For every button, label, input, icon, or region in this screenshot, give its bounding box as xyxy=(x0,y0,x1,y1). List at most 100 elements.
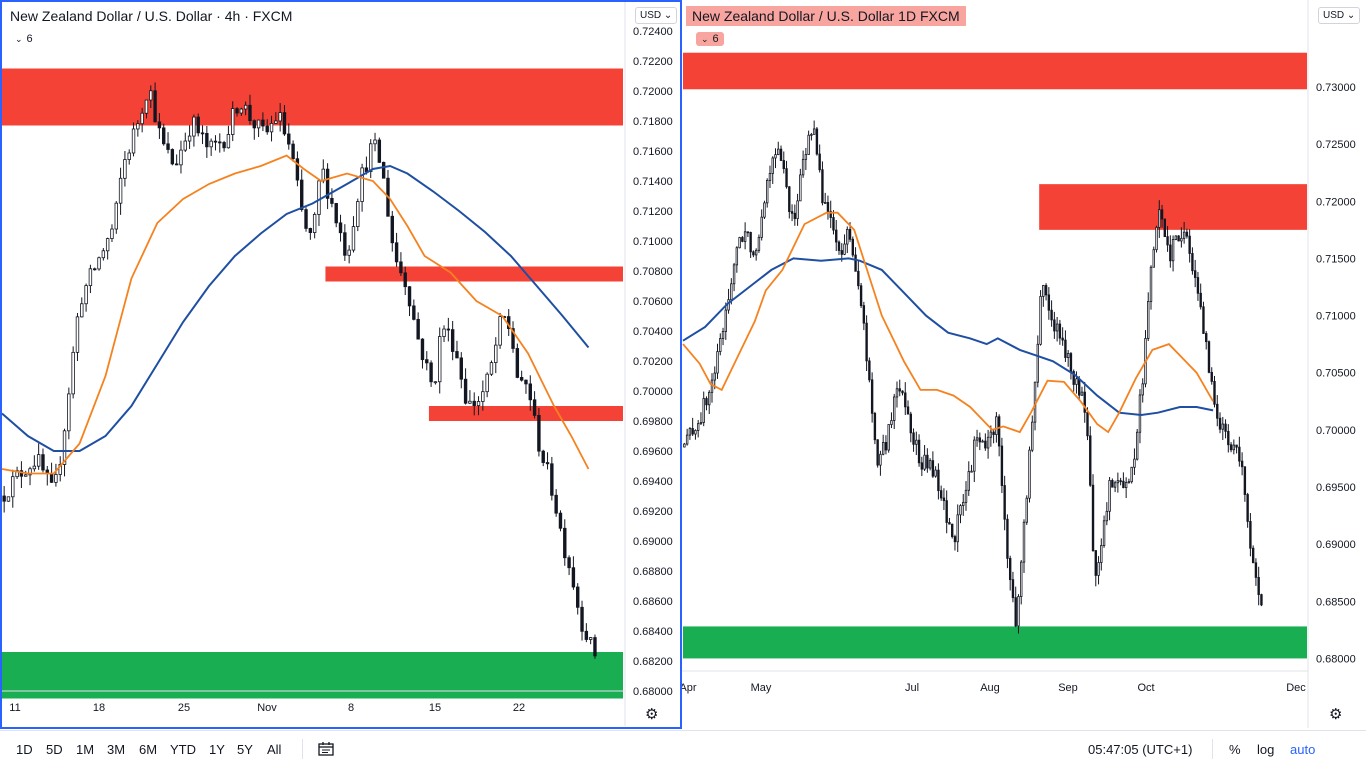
range-5y[interactable]: 5Y xyxy=(237,742,253,757)
candle-body xyxy=(1113,482,1117,488)
candle-body xyxy=(157,121,162,129)
candle-body xyxy=(1177,235,1180,242)
support-zone-2 xyxy=(683,626,1307,659)
candle-body xyxy=(942,497,946,502)
chart-pane-1d[interactable]: 0.73000 0.72500 0.72000 0.71500 0.71000 0.705… xyxy=(682,0,1366,728)
candle-body xyxy=(425,359,429,364)
indicator-count-1d: 6 xyxy=(712,33,719,45)
bottom-toolbar: 1D 5D 1M 3M 6M YTD 1Y 5Y All 05:47:05 (U… xyxy=(0,730,1366,769)
indicator-toggle-1d[interactable]: ⌄ 6 xyxy=(696,32,724,46)
chart-4h[interactable]: 0.72400 0.72200 0.72000 0.71800 0.71600 0.714… xyxy=(0,0,682,728)
candle-body xyxy=(835,229,838,243)
candle-body xyxy=(1160,209,1164,220)
candle-body xyxy=(450,329,455,352)
candle-body xyxy=(304,209,308,229)
range-all[interactable]: All xyxy=(267,742,282,757)
percent-scale-toggle[interactable]: % xyxy=(1229,742,1241,757)
symbol-title-4h[interactable]: New Zealand Dollar / U.S. Dollar · 4h · … xyxy=(10,8,293,24)
candle-body xyxy=(1102,520,1106,546)
candle-body xyxy=(975,437,979,441)
candle-body xyxy=(859,285,863,306)
candle-body xyxy=(567,557,571,569)
candle-body xyxy=(1185,231,1189,237)
candle-body xyxy=(986,436,990,449)
candle-body xyxy=(58,464,62,475)
currency-select-4h[interactable]: USD ⌄ xyxy=(635,7,678,24)
clock-time[interactable]: 05:47:05 (UTC+1) xyxy=(1088,742,1193,757)
currency-label-4h: USD xyxy=(640,10,662,21)
range-5d[interactable]: 5D xyxy=(46,742,63,757)
plot-area xyxy=(682,52,1307,659)
candle-body xyxy=(1238,446,1241,462)
date-range-icon[interactable] xyxy=(318,741,334,757)
candle-body xyxy=(688,428,692,436)
candle-body xyxy=(848,229,852,240)
range-ytd[interactable]: YTD xyxy=(170,742,196,757)
candle-body xyxy=(67,393,71,432)
candle-body xyxy=(243,104,248,110)
candle-body xyxy=(377,139,382,163)
range-1y[interactable]: 1Y xyxy=(209,742,225,757)
time-tick-label: Sep xyxy=(1058,682,1078,694)
candle-body xyxy=(442,328,446,337)
candle-body xyxy=(777,148,780,155)
auto-scale-toggle[interactable]: auto xyxy=(1290,742,1316,757)
candle-body xyxy=(1141,383,1144,396)
candle-body xyxy=(532,399,537,416)
candle-body xyxy=(945,500,948,523)
price-tick-label: 0.71200 xyxy=(633,206,673,218)
candle-body xyxy=(685,434,689,445)
candle-body xyxy=(485,373,489,393)
log-scale-toggle[interactable]: log xyxy=(1257,742,1275,757)
indicator-toggle-4h[interactable]: ⌄ 6 xyxy=(10,32,38,46)
plot-area xyxy=(1,68,623,699)
range-1d[interactable]: 1D xyxy=(16,742,33,757)
candle-body xyxy=(218,141,222,144)
candle-body xyxy=(1246,494,1249,522)
candle-body xyxy=(576,586,580,608)
chart-pane-4h[interactable]: 0.72400 0.72200 0.72000 0.71800 0.71600 0.714… xyxy=(0,0,682,729)
candle-body xyxy=(524,379,528,385)
candle-body xyxy=(721,331,725,339)
candle-body xyxy=(953,536,957,543)
candle-body xyxy=(438,336,442,383)
range-6m[interactable]: 6M xyxy=(139,742,158,757)
candle-body xyxy=(489,362,494,375)
gear-icon[interactable]: ⚙ xyxy=(1329,706,1343,723)
candle-body xyxy=(732,264,736,285)
candle-body xyxy=(252,120,256,129)
time-tick-label: Nov xyxy=(257,702,277,714)
resistance-zone-1 xyxy=(325,266,623,282)
candle-body xyxy=(790,211,794,214)
candle-body xyxy=(702,398,705,423)
range-3m[interactable]: 3M xyxy=(107,742,126,757)
candle-body xyxy=(1066,353,1070,358)
symbol-title-1d[interactable]: New Zealand Dollar / U.S. Dollar 1D FXCM xyxy=(686,6,966,26)
candle-body xyxy=(541,450,545,463)
candle-body xyxy=(873,412,877,441)
candle-body xyxy=(699,422,703,425)
candle-body xyxy=(683,443,686,448)
candle-body xyxy=(926,454,929,469)
candle-body xyxy=(6,496,11,502)
candle-body xyxy=(1210,371,1213,382)
candle-body xyxy=(282,112,287,135)
candle-body xyxy=(110,228,114,239)
candle-body xyxy=(511,328,515,349)
candle-body xyxy=(101,250,106,259)
range-1m[interactable]: 1M xyxy=(76,742,95,757)
gear-icon[interactable]: ⚙ xyxy=(645,706,659,723)
time-tick-label: 15 xyxy=(429,702,441,714)
candle-body xyxy=(1158,209,1161,228)
candle-body xyxy=(923,454,926,470)
chart-1d[interactable]: 0.73000 0.72500 0.72000 0.71500 0.71000 0.705… xyxy=(682,0,1366,728)
candle-body xyxy=(763,202,766,218)
candle-body xyxy=(563,527,567,559)
chevron-down-icon: ⌄ xyxy=(1344,10,1356,21)
candle-body xyxy=(1199,292,1202,308)
price-tick-label: 0.68200 xyxy=(633,656,673,668)
candle-body xyxy=(887,424,890,451)
candle-body xyxy=(749,232,752,253)
candle-body xyxy=(752,251,755,256)
currency-select-1d[interactable]: USD ⌄ xyxy=(1318,7,1361,24)
